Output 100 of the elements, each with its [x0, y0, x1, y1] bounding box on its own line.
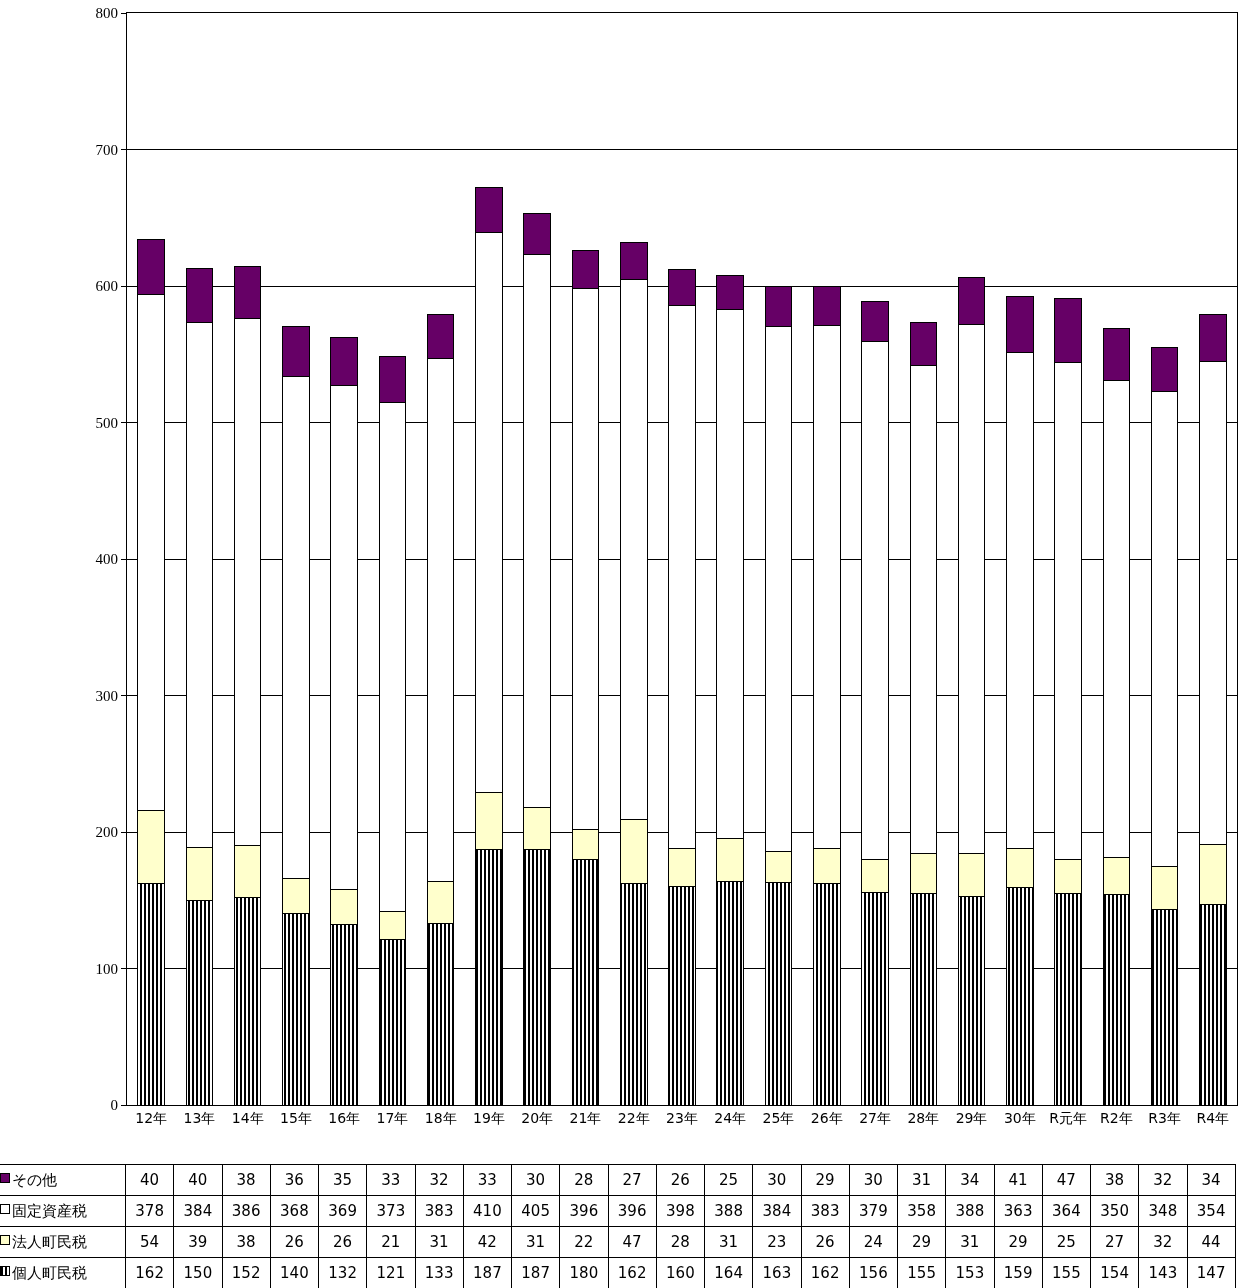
data-label: 31 [511, 1226, 560, 1258]
y-tick-label: 600 [95, 278, 118, 295]
data-label: 364 [1042, 1195, 1091, 1227]
data-label: 33 [366, 1164, 415, 1196]
data-label: 187 [511, 1257, 560, 1288]
y-tick-label: 0 [110, 1097, 118, 1114]
data-label: 41 [994, 1164, 1043, 1196]
y-tick-label: 400 [95, 551, 118, 568]
data-label: 40 [125, 1164, 174, 1196]
data-label: 29 [994, 1226, 1043, 1258]
data-label: 39 [173, 1226, 222, 1258]
data-label: 384 [173, 1195, 222, 1227]
y-tick-label: 700 [95, 141, 118, 158]
y-tick-label: 500 [95, 414, 118, 431]
data-label: 363 [994, 1195, 1043, 1227]
x-tick-label: 13年 [183, 1109, 216, 1126]
x-tick-label: 17年 [376, 1109, 409, 1126]
data-label: 396 [608, 1195, 657, 1227]
x-tick-label: 15年 [280, 1109, 312, 1126]
data-label: 383 [415, 1195, 464, 1227]
data-label: 150 [173, 1257, 222, 1288]
x-tick-label: 26年 [810, 1109, 843, 1126]
legend-label: 法人町民税 [12, 1232, 87, 1251]
data-label: 35 [318, 1164, 367, 1196]
data-label: 388 [945, 1195, 994, 1227]
data-label: 38 [222, 1226, 271, 1258]
legend-label: 個人町民税 [12, 1263, 87, 1282]
data-label: 32 [415, 1164, 464, 1196]
data-label: 383 [801, 1195, 850, 1227]
data-label: 379 [849, 1195, 898, 1227]
x-tick-label: 29年 [955, 1109, 988, 1126]
data-label: 27 [1090, 1226, 1139, 1258]
data-label: 44 [1187, 1226, 1236, 1258]
data-label: 38 [222, 1164, 271, 1196]
x-tick-label: 12年 [135, 1109, 168, 1126]
data-label: 30 [511, 1164, 560, 1196]
x-tick-label: R2年 [1100, 1109, 1133, 1126]
data-label: 386 [222, 1195, 271, 1227]
x-tick-label: 23年 [666, 1109, 698, 1126]
data-label: 31 [704, 1226, 753, 1258]
data-label: 29 [801, 1164, 850, 1196]
data-label: 38 [1090, 1164, 1139, 1196]
legend-label: その他 [12, 1170, 57, 1189]
data-label: 31 [945, 1226, 994, 1258]
data-label: 159 [994, 1257, 1043, 1288]
legend-label: 固定資産税 [12, 1201, 87, 1220]
data-label: 369 [318, 1195, 367, 1227]
data-label: 121 [366, 1257, 415, 1288]
x-tick-label: 27年 [859, 1109, 891, 1126]
x-tick-label: 18年 [424, 1109, 457, 1126]
data-label: 24 [849, 1226, 898, 1258]
x-tick-label: R3年 [1148, 1109, 1181, 1126]
data-label: 156 [849, 1257, 898, 1288]
x-tick-label: 25年 [762, 1109, 795, 1126]
data-label: 133 [415, 1257, 464, 1288]
data-label: 32 [1138, 1226, 1187, 1258]
data-label: 147 [1187, 1257, 1236, 1288]
data-label: 398 [656, 1195, 705, 1227]
x-tick-label: 20年 [521, 1109, 554, 1126]
data-label: 155 [897, 1257, 946, 1288]
data-label: 143 [1138, 1257, 1187, 1288]
data-label: 27 [608, 1164, 657, 1196]
data-label: 132 [318, 1257, 367, 1288]
data-label: 33 [463, 1164, 512, 1196]
data-label: 25 [1042, 1226, 1091, 1258]
x-tick-label: 19年 [473, 1109, 505, 1126]
data-label: 28 [656, 1226, 705, 1258]
data-label: 34 [1187, 1164, 1236, 1196]
data-label: 40 [173, 1164, 222, 1196]
data-label: 154 [1090, 1257, 1139, 1288]
x-tick-label: R4年 [1196, 1109, 1230, 1126]
data-label: 42 [463, 1226, 512, 1258]
data-label: 164 [704, 1257, 753, 1288]
data-label: 162 [801, 1257, 850, 1288]
data-label: 160 [656, 1257, 705, 1288]
x-tick-label: 24年 [714, 1109, 747, 1126]
data-label: 26 [656, 1164, 705, 1196]
x-tick-label: 16年 [328, 1109, 361, 1126]
data-label: 54 [125, 1226, 174, 1258]
data-label: 26 [318, 1226, 367, 1258]
x-tick-label: R元年 [1049, 1109, 1087, 1126]
x-tick-label: 30年 [1003, 1109, 1036, 1126]
data-label: 34 [945, 1164, 994, 1196]
y-tick-label: 100 [95, 960, 118, 977]
data-label: 187 [463, 1257, 512, 1288]
y-tick-label: 200 [95, 824, 118, 841]
data-label: 32 [1138, 1164, 1187, 1196]
data-label: 30 [849, 1164, 898, 1196]
data-label: 350 [1090, 1195, 1139, 1227]
data-label: 384 [752, 1195, 801, 1227]
data-label: 26 [801, 1226, 850, 1258]
data-label: 25 [704, 1164, 753, 1196]
data-label: 396 [559, 1195, 608, 1227]
data-label: 405 [511, 1195, 560, 1227]
data-label: 162 [608, 1257, 657, 1288]
data-label: 180 [559, 1257, 608, 1288]
data-label: 162 [125, 1257, 174, 1288]
data-label: 373 [366, 1195, 415, 1227]
data-label: 47 [608, 1226, 657, 1258]
data-label: 163 [752, 1257, 801, 1288]
